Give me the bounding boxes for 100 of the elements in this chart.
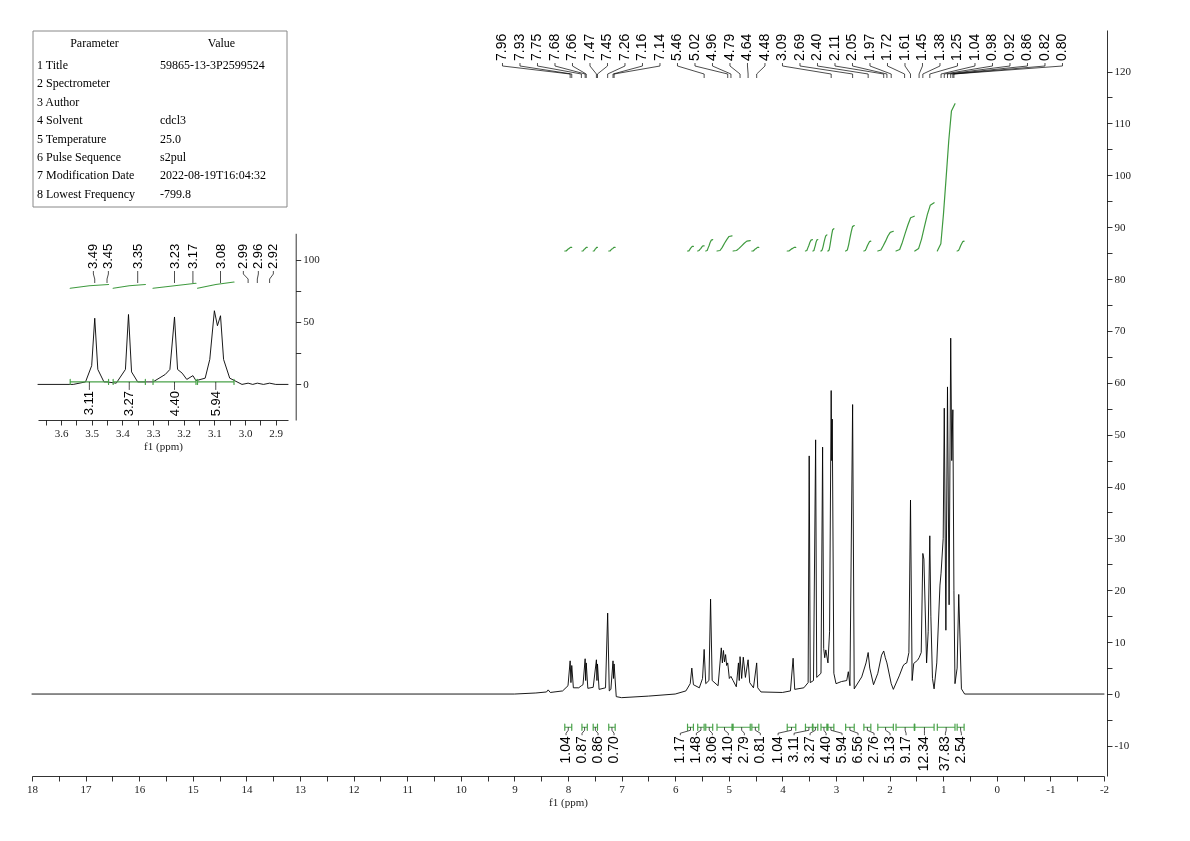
category-label: 2 Spectrometer: [37, 76, 110, 91]
annotation: 7.66: [563, 33, 580, 61]
text: cdcl3: [160, 113, 186, 128]
annotation: 2.11: [825, 34, 842, 61]
text: 25.0: [160, 131, 181, 146]
annotation: 3.27: [121, 390, 137, 417]
annotation: 12.34: [915, 736, 932, 772]
x-tick-label: 3.5: [85, 426, 100, 439]
x-tick-label: 10: [455, 782, 468, 795]
annotation: 1.45: [913, 33, 930, 61]
annotation: 0.81: [751, 736, 768, 764]
y-tick-label: 30: [1114, 531, 1126, 544]
category-label: 6 Pulse Sequence: [37, 150, 121, 164]
annotation: 1.48: [687, 736, 704, 764]
annotation: 3.23: [166, 243, 182, 269]
y-tick-label: 90: [1114, 220, 1126, 233]
x-tick-label: 3.0: [238, 426, 253, 439]
y-tick-label: 120: [1114, 65, 1132, 77]
y-tick-label: 70: [1114, 324, 1126, 337]
annotation: 7.14: [650, 33, 667, 61]
annotation: 6.56: [849, 736, 866, 764]
x-tick-label: 12: [348, 782, 360, 795]
annotation: 1.04: [965, 33, 982, 61]
text: s2pul: [160, 150, 187, 164]
x-tick-label: 1: [940, 782, 947, 795]
category-label: 8 Lowest Frequency: [37, 186, 135, 201]
x-tick-label: 2.9: [269, 426, 284, 439]
annotation: 4.96: [703, 33, 720, 61]
category-label: 4 Solvent: [37, 113, 83, 128]
annotation: 5.02: [685, 33, 702, 61]
category-label: 5 Temperature: [37, 131, 107, 146]
y-tick-label: 10: [1114, 635, 1126, 648]
annotation: 1.72: [878, 33, 895, 61]
annotation: 3.27: [801, 736, 818, 764]
annotation: 4.48: [755, 33, 772, 61]
annotation: 4.10: [719, 736, 736, 764]
annotation: 1.17: [671, 736, 688, 764]
annotation: 7.75: [528, 33, 545, 61]
x-tick-label: 14: [241, 782, 253, 795]
annotation: 5.13: [881, 736, 898, 764]
annotation: 9.17: [897, 736, 914, 764]
x-tick-label: 3: [833, 782, 840, 795]
annotation: 7.68: [545, 33, 562, 61]
x-tick-label: -1: [1046, 782, 1056, 795]
annotation: 2.79: [735, 736, 752, 764]
annotation: 2.96: [250, 243, 266, 269]
annotation: 0.98: [983, 33, 1000, 61]
annotation: 0.87: [573, 736, 590, 764]
annotation: 3.08: [212, 243, 228, 269]
annotation: 3.09: [773, 33, 790, 61]
y-tick-label: 20: [1114, 583, 1126, 596]
x-tick-label: 3.1: [208, 426, 222, 439]
y-tick-label: 50: [303, 315, 315, 328]
annotation: 3.45: [100, 243, 116, 269]
x-tick-label: 8: [565, 782, 572, 795]
x-axis-title: f1 (ppm): [144, 439, 184, 453]
y-tick-label: 40: [1114, 480, 1126, 493]
x-tick-label: 16: [134, 782, 146, 795]
category-label: Parameter: [70, 36, 119, 50]
y-tick-label: 0: [1114, 687, 1121, 700]
annotation: 5.46: [668, 33, 685, 61]
annotation: 0.82: [1035, 33, 1052, 61]
annotation: 7.16: [633, 33, 650, 61]
y-tick-label: 100: [303, 253, 321, 266]
line-series: [31, 337, 1105, 699]
annotation: 1.25: [948, 33, 965, 61]
annotation: 2.69: [790, 33, 807, 61]
y-tick-label: -10: [1114, 739, 1130, 752]
x-tick-label: 3.4: [115, 426, 131, 439]
x-tick-label: 9: [512, 782, 519, 795]
annotation: 7.96: [493, 33, 510, 61]
annotation: 2.99: [235, 243, 251, 269]
x-tick-label: 3.2: [177, 426, 192, 439]
x-tick-label: 15: [187, 782, 200, 795]
annotation: 3.11: [785, 736, 802, 763]
x-tick-label: 0: [994, 782, 1001, 795]
annotation: 7.45: [598, 33, 615, 61]
category-label: 3 Author: [37, 94, 80, 109]
x-tick-label: 17: [80, 782, 93, 795]
annotation: 3.49: [85, 243, 101, 269]
x-tick-label: 3.3: [146, 426, 161, 439]
annotation: 3.06: [703, 736, 720, 764]
annotation: 1.38: [930, 33, 947, 61]
annotation: 2.54: [952, 736, 969, 764]
category-label: 7 Modification Date: [37, 168, 135, 183]
x-tick-label: 2: [887, 782, 893, 795]
category-label: Value: [207, 36, 236, 50]
x-tick-label: 13: [295, 782, 307, 795]
x-tick-label: 7: [619, 782, 626, 795]
y-tick-label: 110: [1114, 116, 1132, 129]
annotation: 2.76: [865, 736, 882, 764]
y-tick-label: 80: [1114, 272, 1126, 285]
annotation: 2.92: [265, 243, 281, 269]
x-tick-label: 3.6: [54, 426, 69, 439]
annotation: 4.79: [720, 33, 737, 61]
text: -799.8: [160, 186, 191, 201]
annotation: 0.86: [1018, 33, 1035, 61]
line-series: [37, 310, 289, 385]
x-tick-label: 4: [780, 782, 787, 795]
x-tick-label: 5: [726, 782, 733, 795]
